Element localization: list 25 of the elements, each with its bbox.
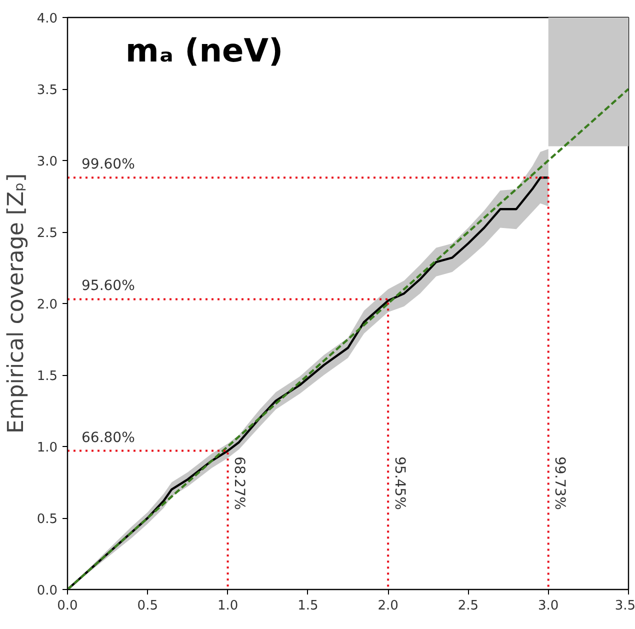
x-tick-label: 3.5 [614,598,635,614]
annotation: 95.60% [82,278,135,294]
annotation: 95.45% [391,456,408,510]
y-tick-label: 3.5 [36,83,58,98]
text: mₐ (neV) [126,32,284,70]
annotation: 99.60% [82,156,135,173]
y-tick-label: 2.5 [36,226,58,241]
x-tick-label: 3.0 [538,598,559,614]
y-tick-label: 0.5 [36,512,58,527]
x-tick-label: 1.5 [298,598,318,614]
annotation: 66.80% [82,430,135,446]
x-tick-label: 2.0 [378,598,398,614]
y-tick-label: 4.0 [36,12,58,26]
y-tick-label: 0.0 [36,584,58,598]
y-tick-label: 1.5 [36,369,58,384]
x-tick-label: 2.5 [458,598,479,614]
annotation: 68.27% [230,456,247,510]
annotation: 99.73% [552,456,568,510]
y-axis-title: Empirical coverage [Zₚ] [4,173,29,434]
y-tick-label: 3.0 [36,154,58,170]
x-tick-label: 1.0 [217,598,238,614]
x-tick-label: 0.0 [57,598,78,614]
y-tick-label: 1.0 [36,440,58,456]
y-tick-label: 2.0 [36,298,58,312]
x-tick-label: 0.5 [137,598,158,614]
